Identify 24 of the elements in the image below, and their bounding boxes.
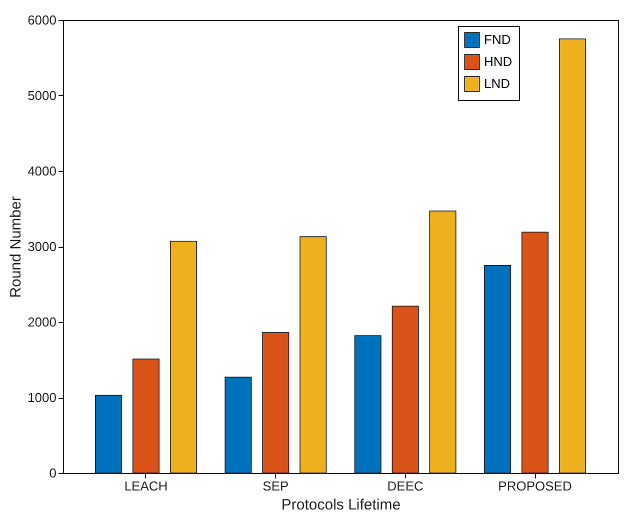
legend-label: FND: [484, 32, 511, 47]
legend-label: LND: [484, 76, 510, 91]
x-tick-label: LEACH: [124, 478, 168, 494]
y-tick-label: 2000: [28, 314, 56, 330]
bar: [224, 376, 252, 474]
y-tick-label: 1000: [28, 390, 56, 405]
y-tick-label: 0: [49, 466, 56, 480]
bar: [429, 210, 456, 474]
legend-label: HND: [484, 54, 512, 69]
x-tick-label: PROPOSED: [498, 478, 572, 494]
y-tick-label: 5000: [28, 88, 56, 103]
bar: [558, 38, 586, 474]
y-axis-title: Round Number: [8, 196, 25, 298]
x-axis-title: Protocols Lifetime: [281, 496, 401, 514]
bar: [95, 394, 122, 474]
y-tick-label: 4000: [28, 164, 56, 178]
bar: [170, 240, 197, 474]
x-tick-label: DEEC: [387, 478, 424, 494]
bar: [484, 264, 512, 474]
y-tick-label: 6000: [28, 12, 56, 28]
x-tick-label: SEP: [262, 478, 289, 494]
bar: [300, 236, 327, 474]
bar: [354, 335, 382, 474]
y-tick-label: 3000: [28, 239, 56, 254]
